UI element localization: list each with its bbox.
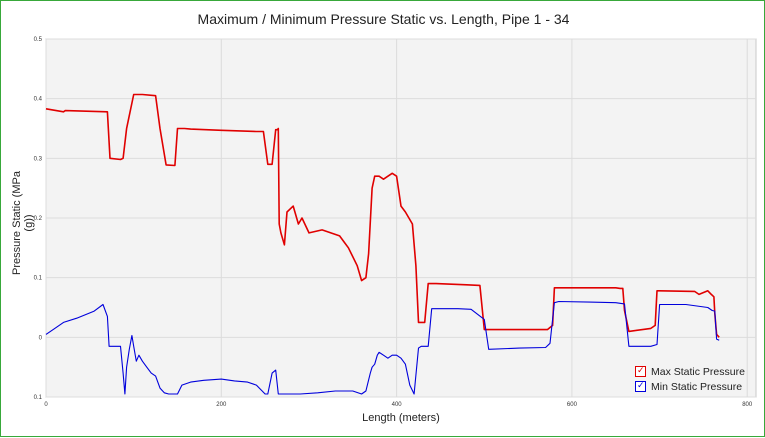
y-tick-label: 0.5: [34, 37, 43, 43]
y-axis-label: Pressure Static (MPa (g)): [11, 171, 35, 275]
x-tick-label: 600: [567, 402, 578, 408]
x-tick-label: 800: [742, 402, 753, 408]
axis-ticks: 0.100.10.20.30.40.50 200 400 600 800: [34, 37, 753, 408]
y-tick-label: 0.3: [34, 156, 43, 162]
legend-label-max: Max Static Pressure: [651, 365, 745, 378]
chart-legend: ✓ Max Static Pressure ✓ Min Static Press…: [635, 364, 745, 394]
x-tick-label: 400: [392, 402, 403, 408]
x-tick-label: 0: [44, 402, 48, 408]
legend-label-min: Min Static Pressure: [651, 380, 743, 393]
series-line-min: [45, 300, 720, 395]
series-lines: [45, 93, 720, 395]
x-axis-label: Length (meters): [362, 412, 440, 424]
legend-item-min[interactable]: ✓ Min Static Pressure: [635, 379, 745, 394]
y-tick-label: 0.1: [34, 276, 43, 282]
checkbox-icon[interactable]: ✓: [635, 380, 646, 392]
y-tick-label: 0.4: [34, 97, 43, 103]
legend-item-max[interactable]: ✓ Max Static Pressure: [635, 364, 745, 379]
y-tick-label: 0: [39, 335, 43, 341]
check-icon: ✓: [637, 365, 645, 375]
y-tick-label: 0.1: [34, 395, 43, 401]
chart-title: Maximum / Minimum Pressure Static vs. Le…: [197, 11, 570, 27]
checkbox-icon[interactable]: ✓: [635, 365, 646, 377]
y-tick-label: 0.2: [34, 216, 43, 222]
check-icon: ✓: [637, 380, 645, 390]
series-line-max: [45, 93, 720, 338]
x-tick-label: 200: [216, 402, 227, 408]
